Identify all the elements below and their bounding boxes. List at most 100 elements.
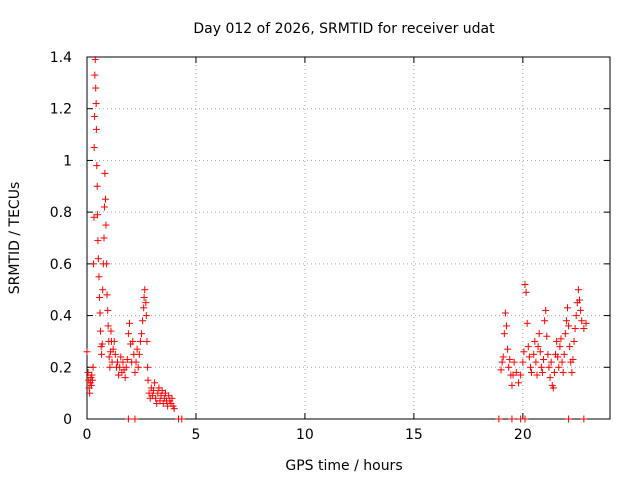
data-point: [558, 358, 566, 366]
data-point: [561, 330, 569, 338]
y-tick-label: 0.8: [50, 205, 72, 221]
data-point: [546, 374, 554, 382]
data-point: [580, 415, 588, 423]
data-point: [544, 350, 552, 358]
data-point: [89, 363, 97, 371]
data-point: [90, 260, 98, 268]
x-tick-label: 15: [405, 427, 423, 443]
data-point: [140, 304, 148, 312]
data-point: [90, 144, 98, 151]
y-tick-label: 0.2: [50, 360, 72, 376]
data-point: [508, 415, 516, 423]
data-point: [532, 358, 540, 366]
data-point: [514, 379, 522, 387]
data-point: [105, 353, 113, 361]
data-point: [506, 356, 514, 364]
y-tick-labels: 0 0.2 0.4 0.6 0.8 1 1.2 1.4: [50, 50, 72, 428]
data-point: [95, 273, 103, 281]
y-tick-label: 0.4: [50, 309, 72, 325]
data-point: [94, 237, 102, 245]
data-point: [541, 317, 549, 325]
data-point: [107, 327, 115, 335]
data-point: [517, 371, 525, 379]
data-point: [104, 322, 112, 330]
data-point: [550, 368, 558, 376]
data-point: [510, 358, 518, 366]
data-point: [93, 182, 101, 190]
data-point: [557, 335, 565, 343]
data-point: [540, 356, 548, 364]
data-point: [521, 281, 529, 289]
data-point: [553, 337, 561, 345]
data-point: [149, 387, 157, 395]
data-point: [137, 330, 145, 338]
data-point: [100, 234, 108, 242]
data-point: [574, 286, 582, 294]
data-point: [94, 255, 102, 263]
data-point: [111, 350, 119, 358]
data-point: [110, 337, 118, 345]
data-point: [535, 330, 543, 338]
data-point: [139, 317, 147, 325]
data-point: [495, 415, 503, 423]
data-point: [519, 358, 527, 366]
data-point: [498, 358, 506, 366]
data-point: [151, 379, 159, 387]
data-point: [533, 371, 541, 379]
data-point: [530, 350, 538, 358]
data-point: [143, 337, 151, 345]
data-point: [562, 317, 570, 325]
data-point: [93, 162, 101, 170]
data-point: [132, 358, 140, 366]
data-point: [570, 337, 578, 345]
data-point: [512, 368, 520, 376]
data-point: [568, 368, 576, 376]
data-point: [582, 319, 590, 327]
data-points: [83, 56, 590, 423]
y-tick-label: 0.6: [50, 257, 72, 273]
data-point: [100, 203, 108, 211]
data-point: [554, 353, 562, 361]
data-point: [144, 363, 152, 371]
data-point: [559, 368, 567, 376]
x-tick-label: 5: [191, 427, 200, 443]
data-point: [526, 363, 534, 371]
data-point: [543, 332, 551, 340]
data-point: [116, 363, 124, 371]
data-point: [508, 381, 516, 389]
data-point: [91, 71, 99, 79]
data-point: [500, 330, 508, 338]
data-point: [133, 345, 141, 353]
data-point: [88, 376, 96, 384]
data-point: [565, 322, 573, 330]
data-point: [117, 353, 125, 361]
data-point: [545, 363, 553, 371]
data-point: [92, 84, 100, 92]
data-point: [521, 415, 529, 423]
y-tick-label: 1.2: [50, 102, 72, 118]
data-point: [524, 343, 532, 351]
x-tick-label: 0: [83, 427, 92, 443]
data-point: [101, 169, 109, 177]
data-point: [83, 348, 91, 356]
data-point: [91, 112, 99, 120]
data-point: [123, 356, 131, 364]
data-point: [520, 348, 528, 356]
data-point: [537, 363, 545, 371]
data-point: [538, 368, 546, 376]
y-axis-label: SRMTID / TECUs: [7, 182, 23, 295]
data-point: [129, 337, 137, 345]
data-point: [92, 100, 100, 108]
data-point: [122, 363, 130, 371]
data-point: [566, 343, 574, 351]
data-point: [572, 312, 580, 320]
axis-ticks: [86, 56, 610, 420]
data-point: [106, 363, 114, 371]
data-point: [505, 363, 513, 371]
data-point: [141, 286, 149, 294]
data-point: [178, 415, 186, 423]
data-point: [92, 125, 100, 133]
data-point: [497, 366, 505, 374]
y-tick-label: 0: [63, 412, 72, 428]
data-point: [103, 260, 111, 268]
